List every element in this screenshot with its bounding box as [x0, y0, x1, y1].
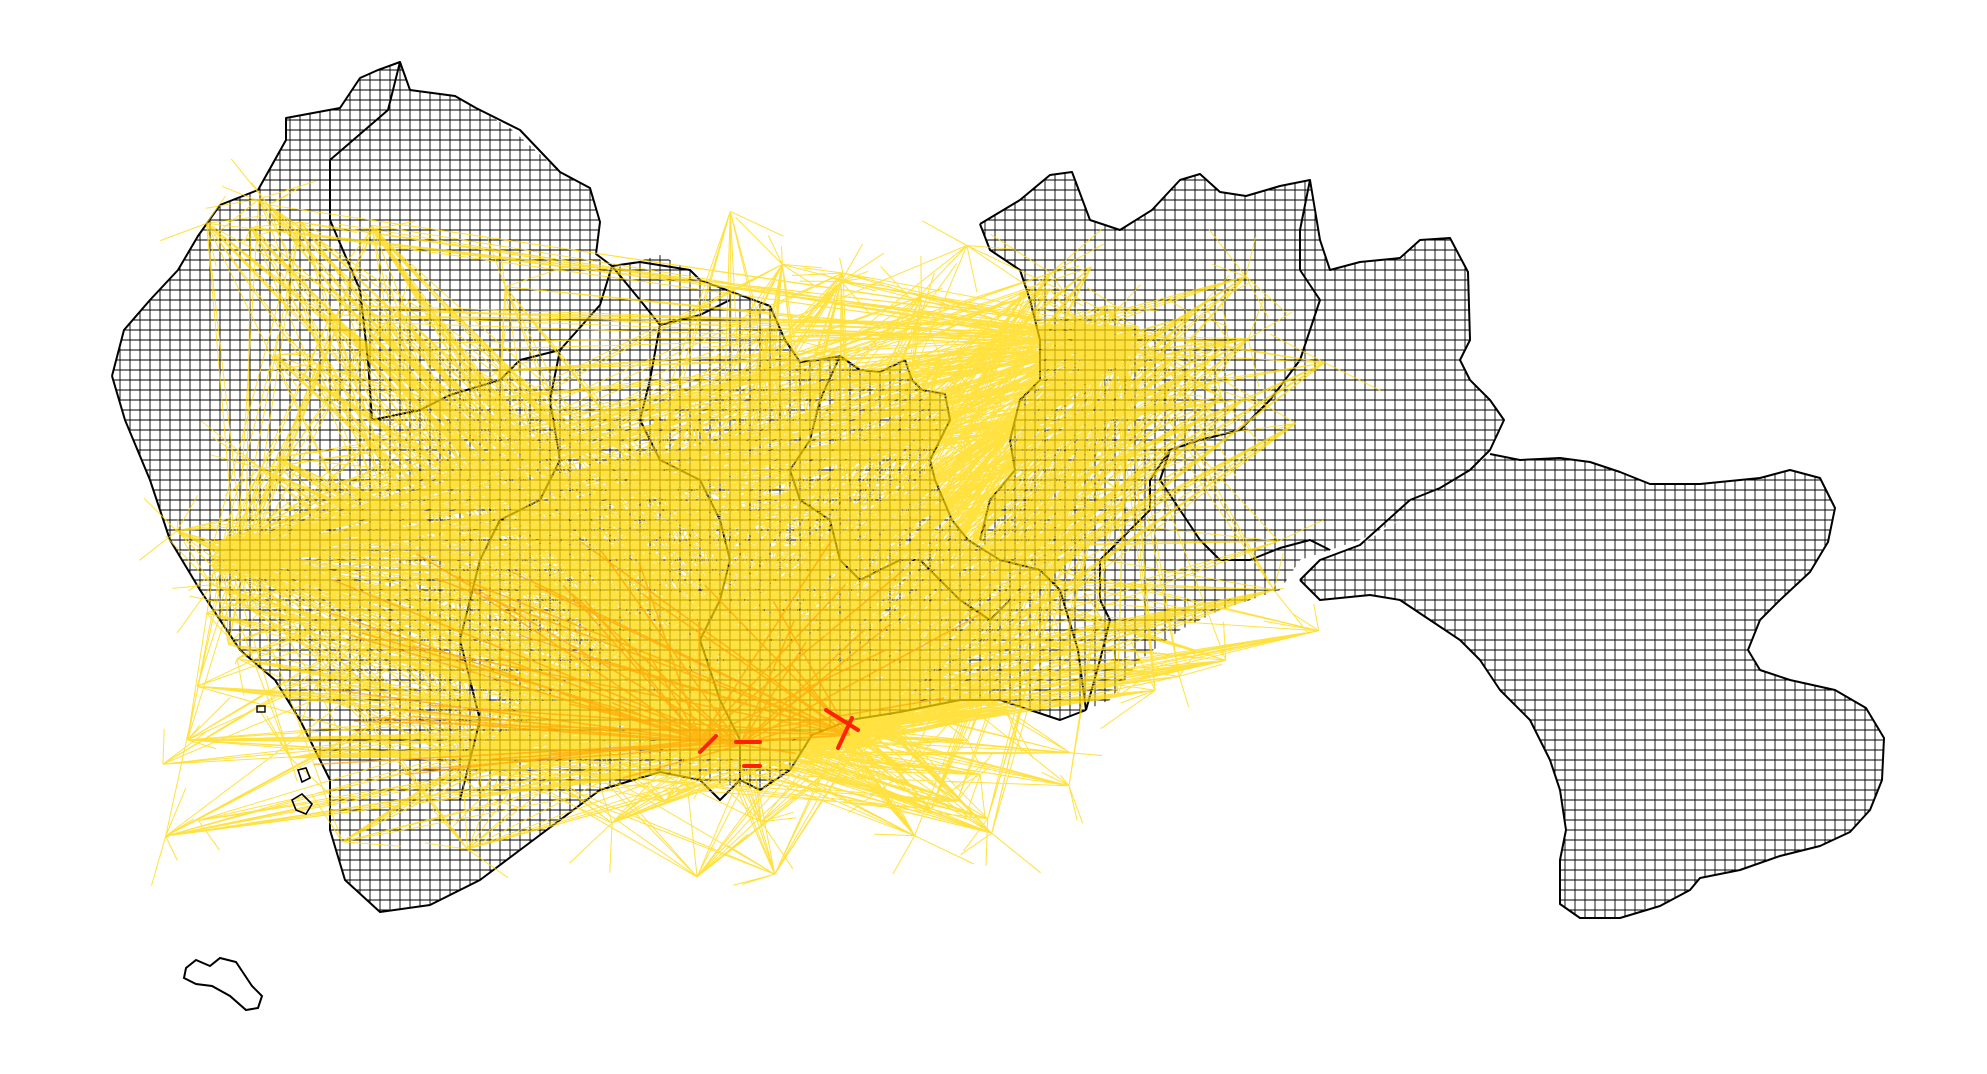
- district-boundary-15: [1299, 499, 1411, 581]
- flow-lines: [139, 158, 1382, 886]
- district-boundary-9: [979, 171, 1505, 501]
- district-boundary-0: [111, 61, 477, 377]
- islands: [182, 705, 314, 1012]
- flow-line-high-1: [824, 708, 860, 732]
- island-small-2: [296, 767, 312, 784]
- island-small-1: [291, 792, 314, 815]
- island-tiny: [256, 705, 266, 713]
- flow-line-high-3: [698, 734, 718, 754]
- flow-lines-medium: [313, 539, 984, 779]
- district-boundary-14: [1299, 453, 1885, 919]
- district-boundary-2: [329, 61, 613, 421]
- island-large: [182, 956, 264, 1012]
